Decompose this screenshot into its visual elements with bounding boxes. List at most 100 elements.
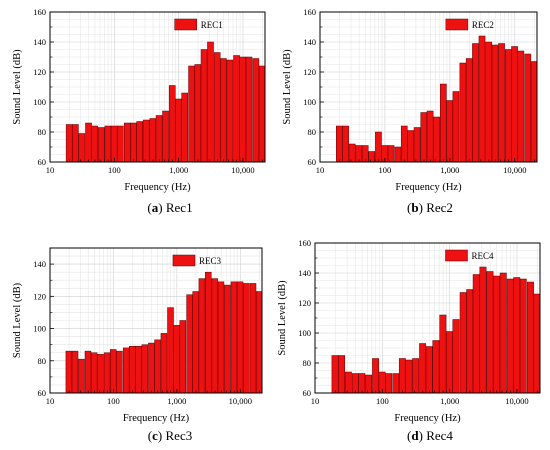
bar [527, 281, 534, 394]
bar [338, 355, 346, 394]
bar [519, 278, 527, 394]
y-axis-label: Sound Level (dB) [12, 49, 23, 125]
bar [491, 44, 499, 163]
x-tick-label: 10 [46, 165, 55, 175]
bar [239, 56, 247, 163]
y-tick-label: 140 [298, 268, 311, 278]
bar [425, 346, 433, 394]
y-axis-label: Sound Level (dB) [12, 282, 23, 358]
bar [192, 291, 199, 394]
bar [498, 43, 505, 163]
y-tick-label: 120 [33, 291, 46, 301]
bar [136, 121, 143, 163]
x-tick-label: 10,000 [231, 165, 254, 175]
legend-swatch [172, 254, 196, 267]
bar [220, 58, 227, 163]
bar [211, 278, 219, 394]
bar [65, 124, 73, 163]
y-tick-label: 140 [33, 37, 46, 47]
bar [162, 110, 169, 163]
bar [479, 266, 487, 394]
bar [217, 281, 225, 394]
bar [103, 352, 111, 394]
bar [344, 371, 352, 394]
y-tick-label: 80 [308, 127, 317, 137]
x-tick-label: 100 [108, 165, 121, 175]
legend-label: REC2 [472, 20, 494, 30]
x-axis-label: Frequency (Hz) [395, 182, 462, 193]
legend-swatch [445, 249, 468, 262]
bar [385, 373, 393, 394]
x-tick-label: 10 [311, 396, 320, 406]
y-tick-label: 160 [298, 238, 311, 248]
bar [226, 59, 234, 163]
bar [198, 278, 206, 394]
bar [420, 112, 428, 163]
bar [78, 133, 86, 163]
bar [109, 349, 117, 394]
bar [506, 278, 514, 394]
bar [207, 41, 214, 163]
bar [331, 355, 339, 394]
y-axis-label: Sound Level (dB) [277, 280, 288, 356]
x-tick-label: 1,000 [167, 396, 186, 406]
y-tick-label: 100 [298, 328, 311, 338]
x-axis-label: Frequency (Hz) [394, 413, 461, 424]
bar [407, 130, 414, 163]
bar [348, 143, 356, 163]
legend-swatch [174, 18, 197, 31]
bar [466, 289, 474, 394]
bar [213, 52, 221, 163]
bar [524, 53, 532, 163]
x-tick-label: 10,000 [503, 165, 526, 175]
y-tick-label: 100 [303, 97, 316, 107]
y-tick-label: 120 [33, 67, 46, 77]
y-tick-label: 160 [303, 7, 316, 17]
y-tick-label: 100 [33, 324, 46, 334]
bar [179, 320, 187, 394]
bar [65, 350, 73, 394]
bar [85, 122, 92, 163]
bar [194, 64, 202, 163]
bar [167, 307, 174, 394]
bar [116, 350, 123, 394]
bar [155, 115, 163, 163]
caption-c: (c) Rec3 [147, 428, 193, 443]
x-tick-label: 1,000 [440, 165, 459, 175]
y-tick-label: 80 [303, 358, 312, 368]
x-tick-label: 10,000 [505, 396, 528, 406]
y-tick-label: 80 [38, 127, 47, 137]
bar [419, 343, 427, 394]
x-tick-label: 10,000 [229, 396, 252, 406]
bar [511, 46, 518, 163]
y-tick-label: 60 [38, 157, 47, 167]
x-axis-label: Frequency (Hz) [123, 413, 190, 424]
x-tick-label: 1,000 [440, 396, 459, 406]
bar [258, 65, 266, 163]
bar [485, 41, 493, 163]
x-tick-label: 100 [376, 396, 389, 406]
bar [358, 373, 366, 394]
bar [459, 62, 467, 163]
y-tick-label: 80 [38, 356, 47, 366]
bar [426, 110, 434, 163]
bar [517, 50, 525, 163]
bar [117, 125, 124, 163]
bar [504, 49, 512, 163]
bar [365, 374, 373, 394]
bar [141, 344, 149, 394]
legend-swatch [445, 18, 469, 31]
x-tick-label: 10 [46, 396, 55, 406]
chart-panel-b: 60 80 100 120 140 160 10 100 1,000 10,000 Frequenc… [282, 7, 538, 193]
bar [336, 125, 343, 163]
bar [405, 359, 413, 394]
y-tick-label: 60 [303, 388, 312, 398]
chart-panel-c: 60 80 100 120 140 10 100 1,000 10,000 Frequency (… [12, 247, 263, 424]
y-tick-label: 140 [33, 259, 46, 269]
bar [452, 91, 460, 163]
bar [252, 58, 260, 163]
bar [432, 340, 440, 394]
bar [233, 55, 240, 163]
bar [465, 58, 473, 163]
